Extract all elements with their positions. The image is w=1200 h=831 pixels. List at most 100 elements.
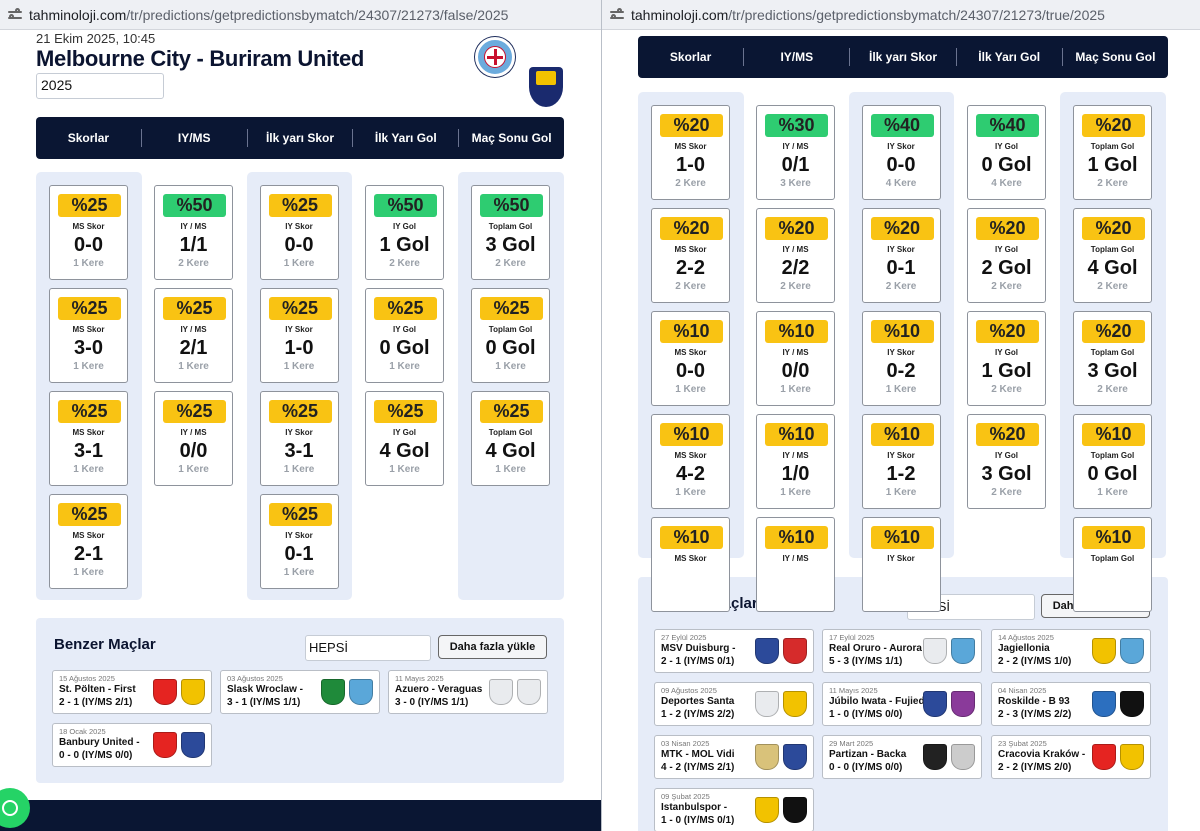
tab-2[interactable]: İlk yarı Skor: [850, 48, 957, 66]
similar-match-card[interactable]: 23 Şubat 2025 Cracovia Kraków - 2 - 2 (IY…: [991, 735, 1151, 779]
tab-0[interactable]: Skorlar: [36, 129, 142, 147]
prediction-card[interactable]: %30 IY / MS 0/1 3 Kere: [756, 105, 835, 200]
prediction-card[interactable]: %20 Toplam Gol 4 Gol 2 Kere: [1073, 208, 1152, 303]
similar-match-card[interactable]: 17 Eylül 2025 Real Oruro - Aurora 5 - 3 (I…: [822, 629, 982, 673]
similar-match-card[interactable]: 03 Nisan 2025 MTK - MOL Vidi 4 - 2 (IY/MS …: [654, 735, 814, 779]
tab-4[interactable]: Maç Sonu Gol: [1075, 50, 1156, 64]
similar-match-card[interactable]: 11 Mayıs 2025 Júbilo Iwata - Fujieda 1 - 0…: [822, 682, 982, 726]
prediction-card[interactable]: %10 IY / MS 0/0 1 Kere: [756, 311, 835, 406]
tab-1[interactable]: IY/MS: [142, 129, 248, 147]
card-value: 1-0: [284, 337, 314, 359]
prediction-card[interactable]: %25 IY Gol 0 Gol 1 Kere: [365, 288, 444, 383]
card-value: 2/1: [179, 337, 208, 359]
match-teams: Jagiellonia: [998, 643, 1050, 654]
prediction-card[interactable]: %25 MS Skor 3-0 1 Kere: [49, 288, 128, 383]
prediction-card[interactable]: %10 IY Skor 0-2 1 Kere: [861, 311, 941, 406]
tab-2[interactable]: İlk yarı Skor: [248, 129, 354, 147]
percentage-badge: %25: [58, 400, 121, 423]
card-label: IY Skor: [887, 245, 915, 254]
away-crest-icon: [783, 744, 807, 770]
prediction-card[interactable]: %25 IY Gol 4 Gol 1 Kere: [365, 391, 444, 486]
card-count: 2 Kere: [991, 281, 1022, 292]
card-label: IY Skor: [285, 531, 313, 540]
tab-3[interactable]: İlk Yarı Gol: [353, 129, 460, 147]
match-score: 3 - 0 (IY/MS 1/1): [395, 697, 469, 708]
prediction-card[interactable]: %10 Toplam Gol 0 Gol 1 Kere: [1073, 414, 1152, 509]
prediction-card[interactable]: %25 IY Skor 0-0 1 Kere: [259, 185, 339, 280]
similar-match-card[interactable]: 11 Mayıs 2025 Azuero - Veraguas 3 - 0 (IY/…: [388, 670, 548, 714]
site-settings-icon[interactable]: [609, 7, 625, 23]
prediction-card[interactable]: %20 IY Gol 2 Gol 2 Kere: [967, 208, 1046, 303]
prediction-card[interactable]: %25 MS Skor 2-1 1 Kere: [49, 494, 128, 589]
prediction-card[interactable]: %10 IY Skor 1-2 1 Kere: [861, 414, 941, 509]
percentage-badge: %20: [1082, 217, 1145, 240]
prediction-card[interactable]: %25 Toplam Gol 0 Gol 1 Kere: [471, 288, 550, 383]
similar-match-card[interactable]: 09 Ağustos 2025 Deportes Santa 1 - 2 (IY/M…: [654, 682, 814, 726]
prediction-card[interactable]: %10 MS Skor: [651, 517, 730, 612]
prediction-card[interactable]: %50 Toplam Gol 3 Gol 2 Kere: [471, 185, 550, 280]
similar-match-card[interactable]: 14 Ağustos 2025 Jagiellonia 2 - 2 (IY/MS 1…: [991, 629, 1151, 673]
prediction-card[interactable]: %10 MS Skor 0-0 1 Kere: [651, 311, 730, 406]
prediction-card[interactable]: %25 IY Skor 3-1 1 Kere: [259, 391, 339, 486]
card-value: 0-0: [676, 360, 705, 382]
similar-match-card[interactable]: 18 Ocak 2025 Banbury United - 0 - 0 (IY/M…: [52, 723, 212, 767]
prediction-card[interactable]: %20 IY Skor 0-1 2 Kere: [861, 208, 941, 303]
percentage-badge: %50: [480, 194, 543, 217]
prediction-card[interactable]: %40 IY Skor 0-0 4 Kere: [861, 105, 941, 200]
address-bar[interactable]: tahminoloji.com/tr/predictions/getpredic…: [602, 0, 1200, 30]
percentage-badge: %25: [163, 400, 226, 423]
prediction-card[interactable]: %50 IY / MS 1/1 2 Kere: [154, 185, 233, 280]
card-label: IY / MS: [180, 428, 207, 437]
card-value: 1/1: [179, 234, 208, 256]
prediction-card[interactable]: %25 IY / MS 2/1 1 Kere: [154, 288, 233, 383]
tab-0[interactable]: Skorlar: [638, 48, 745, 66]
tab-4[interactable]: Maç Sonu Gol: [471, 131, 552, 145]
address-bar[interactable]: tahminoloji.com/tr/predictions/getpredic…: [0, 0, 601, 30]
similar-match-card[interactable]: 09 Şubat 2025 Istanbulspor - 1 - 0 (IY/MS…: [654, 788, 814, 831]
prediction-tabs: Skorlar IY/MS İlk yarı Skor İlk Yarı Gol Maç…: [638, 36, 1168, 78]
prediction-card[interactable]: %20 MS Skor 2-2 2 Kere: [651, 208, 730, 303]
similar-match-card[interactable]: 03 Ağustos 2025 Slask Wroclaw - 3 - 1 (IY…: [220, 670, 380, 714]
url-host: tahminoloji.com: [29, 6, 127, 23]
prediction-card[interactable]: %25 IY / MS 0/0 1 Kere: [154, 391, 233, 486]
similar-match-card[interactable]: 04 Nisan 2025 Roskilde - B 93 2 - 3 (IY/MS…: [991, 682, 1151, 726]
prediction-card[interactable]: %25 IY Skor 1-0 1 Kere: [259, 288, 339, 383]
prediction-card[interactable]: %10 IY / MS 1/0 1 Kere: [756, 414, 835, 509]
percentage-badge: %25: [268, 194, 332, 217]
prediction-card[interactable]: %40 IY Gol 0 Gol 4 Kere: [967, 105, 1046, 200]
home-crest-icon: [923, 638, 947, 664]
match-date: 29 Mart 2025: [829, 739, 874, 748]
prediction-card[interactable]: %25 MS Skor 0-0 1 Kere: [49, 185, 128, 280]
prediction-card[interactable]: %25 IY Skor 0-1 1 Kere: [259, 494, 339, 589]
filter-input[interactable]: HEPSİ: [305, 635, 431, 661]
card-label: MS Skor: [674, 451, 707, 460]
prediction-card[interactable]: %10 Toplam Gol: [1073, 517, 1152, 612]
prediction-card[interactable]: %20 Toplam Gol 1 Gol 2 Kere: [1073, 105, 1152, 200]
prediction-card[interactable]: %25 MS Skor 3-1 1 Kere: [49, 391, 128, 486]
tab-1[interactable]: IY/MS: [744, 48, 851, 66]
site-settings-icon[interactable]: [7, 7, 23, 23]
prediction-card[interactable]: %20 Toplam Gol 3 Gol 2 Kere: [1073, 311, 1152, 406]
whatsapp-icon[interactable]: [0, 788, 30, 828]
card-count: 2 Kere: [991, 487, 1022, 498]
prediction-card[interactable]: %10 IY Skor: [861, 517, 941, 612]
year-select[interactable]: 2025: [36, 73, 164, 99]
prediction-card[interactable]: %25 Toplam Gol 4 Gol 1 Kere: [471, 391, 550, 486]
prediction-card[interactable]: %20 MS Skor 1-0 2 Kere: [651, 105, 730, 200]
prediction-card[interactable]: %20 IY Gol 3 Gol 2 Kere: [967, 414, 1046, 509]
similar-match-card[interactable]: 29 Mart 2025 Partizan - Backa 0 - 0 (IY/MS…: [822, 735, 982, 779]
card-count: 1 Kere: [283, 567, 315, 578]
prediction-card[interactable]: %10 MS Skor 4-2 1 Kere: [651, 414, 730, 509]
prediction-card[interactable]: %20 IY Gol 1 Gol 2 Kere: [967, 311, 1046, 406]
match-date: 11 Mayıs 2025: [829, 686, 878, 695]
card-count: 2 Kere: [1097, 178, 1128, 189]
prediction-card[interactable]: %20 IY / MS 2/2 2 Kere: [756, 208, 835, 303]
prediction-card[interactable]: %10 IY / MS: [756, 517, 835, 612]
card-value: 2-2: [676, 257, 705, 279]
load-more-button[interactable]: Daha fazla yükle: [438, 635, 547, 659]
card-value: 1 Gol: [981, 360, 1032, 382]
prediction-card[interactable]: %50 IY Gol 1 Gol 2 Kere: [365, 185, 444, 280]
similar-match-card[interactable]: 15 Ağustos 2025 St. Pölten - First 2 - 1 (…: [52, 670, 212, 714]
tab-3[interactable]: İlk Yarı Gol: [957, 48, 1063, 66]
similar-match-card[interactable]: 27 Eylül 2025 MSV Duisburg - 2 - 1 (IY/MS…: [654, 629, 814, 673]
